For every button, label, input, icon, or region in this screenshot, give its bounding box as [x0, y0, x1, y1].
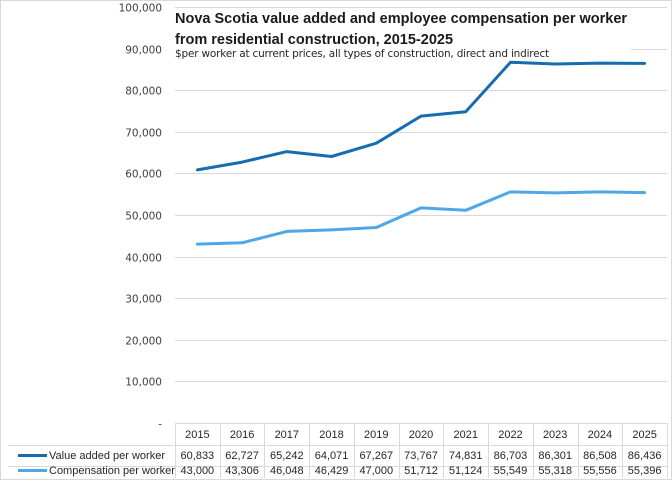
data-label: 73,767: [404, 450, 438, 462]
data-label: 62,727: [225, 450, 259, 462]
y-axis: - 10,000 20,000 30,000 40,000 50,000 60,000 70,…: [119, 3, 163, 431]
chart-title-line-1: Nova Scotia value added and employee com…: [175, 11, 628, 27]
data-label: 55,396: [628, 465, 662, 477]
y-tick-label: 10,000: [125, 377, 162, 389]
y-tick-label: 40,000: [125, 253, 162, 265]
data-label: 55,549: [494, 465, 528, 477]
chart-title-line-2: from residential construction, 2015-2025: [175, 32, 454, 48]
data-label: 46,048: [270, 465, 304, 477]
x-tick-label: 2019: [364, 429, 388, 441]
data-label: 55,318: [538, 465, 572, 477]
x-tick-label: 2025: [632, 429, 656, 441]
data-label: 65,242: [270, 450, 304, 462]
data-label: 55,556: [583, 465, 617, 477]
x-tick-label: 2018: [319, 429, 343, 441]
data-label: 64,071: [315, 450, 349, 462]
data-label: 86,436: [628, 450, 662, 462]
y-tick-label: 80,000: [125, 86, 162, 98]
x-tick-label: 2022: [498, 429, 522, 441]
x-tick-label: 2023: [543, 429, 567, 441]
series-line-compensation: [195, 190, 647, 246]
data-label: 86,508: [583, 450, 617, 462]
x-tick-label: 2024: [588, 429, 612, 441]
legend-label: Compensation per worker: [49, 465, 175, 477]
data-label: 60,833: [181, 450, 215, 462]
data-label: 43,306: [225, 465, 259, 477]
y-tick-label: 90,000: [125, 45, 162, 57]
y-tick-label: 20,000: [125, 336, 162, 348]
data-label: 51,124: [449, 465, 483, 477]
series-lines: [195, 60, 647, 246]
data-label: 86,703: [494, 450, 528, 462]
x-tick-label: 2017: [275, 429, 299, 441]
data-label: 67,267: [359, 450, 393, 462]
data-table: 2015 2016 2017 2018 2019 2020 2021 2022 2023 2024…: [8, 423, 668, 478]
y-tick-label: 30,000: [125, 294, 162, 306]
x-tick-label: 2016: [230, 429, 254, 441]
y-tick-label: 50,000: [125, 211, 162, 223]
y-tick-label: 70,000: [125, 128, 162, 140]
chart-subtitle: $per worker at current prices, all types…: [175, 48, 549, 60]
x-tick-label: 2015: [185, 429, 209, 441]
x-tick-label: 2021: [453, 429, 477, 441]
data-label: 86,301: [538, 450, 572, 462]
data-label: 43,000: [181, 465, 215, 477]
data-label: 47,000: [359, 465, 393, 477]
y-tick-label: 60,000: [125, 169, 162, 181]
y-tick-label: 100,000: [119, 3, 162, 15]
data-label: 74,831: [449, 450, 483, 462]
data-label: 51,712: [404, 465, 438, 477]
chart-title: Nova Scotia value added and employee com…: [175, 9, 632, 51]
x-tick-label: 2020: [409, 429, 433, 441]
legend-label: Value added per worker: [49, 450, 165, 462]
data-label: 46,429: [315, 465, 349, 477]
y-tick-label: -: [158, 419, 162, 431]
